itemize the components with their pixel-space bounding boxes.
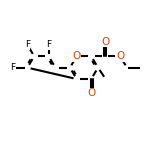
Text: O: O — [102, 37, 110, 47]
Text: F: F — [10, 63, 16, 72]
Text: O: O — [87, 88, 95, 98]
Text: F: F — [46, 40, 51, 49]
Text: O: O — [73, 51, 81, 61]
Text: O: O — [116, 51, 124, 61]
Text: F: F — [25, 40, 30, 49]
